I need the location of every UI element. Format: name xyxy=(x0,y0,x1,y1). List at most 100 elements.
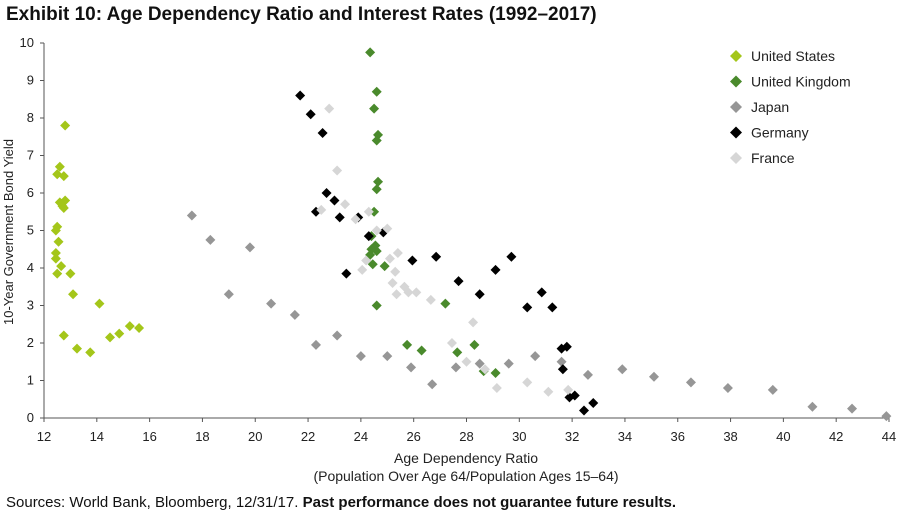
legend-marker xyxy=(730,126,742,139)
data-point-france xyxy=(461,356,472,367)
y-axis-label: 10-Year Government Bond Yield xyxy=(1,139,16,325)
data-point-japan xyxy=(355,351,366,362)
data-point-france xyxy=(387,278,398,288)
series-japan xyxy=(186,210,892,422)
data-point-france xyxy=(357,264,368,275)
series-france xyxy=(316,103,574,397)
data-point-japan xyxy=(648,371,659,382)
data-point-united-kingdom xyxy=(369,103,380,114)
x-tick-label: 34 xyxy=(618,429,632,444)
data-point-japan xyxy=(474,358,485,369)
data-point-japan xyxy=(332,330,343,341)
data-point-france xyxy=(446,338,457,348)
data-point-united-states xyxy=(94,298,105,309)
data-point-france xyxy=(563,384,574,395)
legend-marker xyxy=(730,152,742,164)
data-point-united-states xyxy=(56,261,67,272)
y-tick-label: 3 xyxy=(27,298,34,313)
x-axis-label: Age Dependency Ratio xyxy=(394,450,538,466)
x-tick-label: 26 xyxy=(406,429,420,444)
data-point-united-states xyxy=(60,120,71,131)
data-point-united-kingdom xyxy=(440,298,451,309)
legend-item-united-states: United States xyxy=(730,48,835,64)
data-point-united-states xyxy=(50,248,61,258)
y-tick-label: 4 xyxy=(27,260,34,275)
data-point-united-kingdom xyxy=(365,47,376,58)
x-tick-label: 16 xyxy=(142,429,156,444)
data-point-united-states xyxy=(68,289,79,300)
legend-marker xyxy=(730,50,742,62)
y-tick-label: 7 xyxy=(27,148,34,163)
data-point-japan xyxy=(310,339,321,350)
data-point-germany xyxy=(522,302,533,313)
legend: United States United Kingdom Japan Germany F… xyxy=(730,48,851,166)
data-point-france xyxy=(491,383,502,393)
y-tick-label: 9 xyxy=(27,73,34,88)
data-point-france xyxy=(332,165,343,176)
source-text: Sources: World Bank, Bloomberg, 12/31/17… xyxy=(6,494,303,511)
legend-marker xyxy=(730,75,742,88)
x-tick-label: 32 xyxy=(565,429,579,444)
data-point-united-kingdom xyxy=(369,206,380,217)
data-point-united-states xyxy=(58,171,69,182)
x-tick-label: 14 xyxy=(90,429,104,444)
data-point-united-states xyxy=(50,225,61,236)
disclaimer-text: Past performance does not guarantee futu… xyxy=(302,494,676,511)
data-point-france xyxy=(522,377,533,388)
data-point-united-kingdom xyxy=(490,368,501,378)
source-note: Sources: World Bank, Bloomberg, 12/31/17… xyxy=(6,494,676,511)
data-point-japan xyxy=(406,362,417,373)
data-point-united-kingdom xyxy=(371,300,382,311)
data-point-united-kingdom xyxy=(379,261,390,272)
y-tick-label: 5 xyxy=(27,223,34,238)
data-point-united-kingdom xyxy=(402,339,413,350)
data-point-germany xyxy=(329,195,340,206)
data-point-france xyxy=(363,206,374,217)
data-point-france xyxy=(391,289,402,300)
data-point-united-states xyxy=(58,330,69,341)
y-tick-label: 10 xyxy=(20,35,34,50)
data-point-japan xyxy=(503,358,514,369)
data-point-united-states xyxy=(58,203,69,213)
data-point-france xyxy=(392,248,403,258)
data-point-united-states xyxy=(53,236,64,247)
x-tick-label: 30 xyxy=(512,429,526,444)
data-point-united-kingdom xyxy=(371,135,382,146)
data-point-japan xyxy=(450,362,461,373)
y-tick-label: 0 xyxy=(27,410,34,425)
data-point-united-states xyxy=(65,268,76,279)
data-point-united-states xyxy=(124,321,135,332)
data-point-japan xyxy=(767,384,778,395)
data-point-japan xyxy=(427,379,438,390)
data-point-japan xyxy=(186,210,197,221)
data-point-germany xyxy=(506,251,517,262)
x-tick-label: 12 xyxy=(37,429,51,444)
legend-item-japan: Japan xyxy=(730,99,789,115)
data-point-germany xyxy=(363,231,374,242)
data-point-united-kingdom xyxy=(371,246,382,257)
data-point-japan xyxy=(289,309,300,320)
data-point-united-kingdom xyxy=(452,347,463,358)
x-tick-label: 20 xyxy=(248,429,262,444)
data-point-germany xyxy=(341,268,352,279)
x-tick-label: 28 xyxy=(459,429,473,444)
data-point-germany xyxy=(561,341,572,352)
x-tick-label: 22 xyxy=(301,429,315,444)
x-tick-label: 42 xyxy=(829,429,843,444)
data-point-united-states xyxy=(50,253,61,264)
data-point-united-kingdom xyxy=(416,345,427,356)
data-point-germany xyxy=(474,289,485,300)
data-point-germany xyxy=(431,251,442,262)
x-axis-sublabel: (Population Over Age 64/Population Ages … xyxy=(313,468,618,484)
data-point-japan xyxy=(847,403,858,414)
y-tick-label: 2 xyxy=(27,335,34,350)
data-point-japan xyxy=(266,298,277,309)
legend-label: Germany xyxy=(751,125,809,141)
legend-label: France xyxy=(751,150,795,166)
data-point-japan xyxy=(530,351,541,362)
data-point-germany xyxy=(490,264,501,275)
data-point-japan xyxy=(807,401,818,412)
data-point-germany xyxy=(547,302,558,313)
